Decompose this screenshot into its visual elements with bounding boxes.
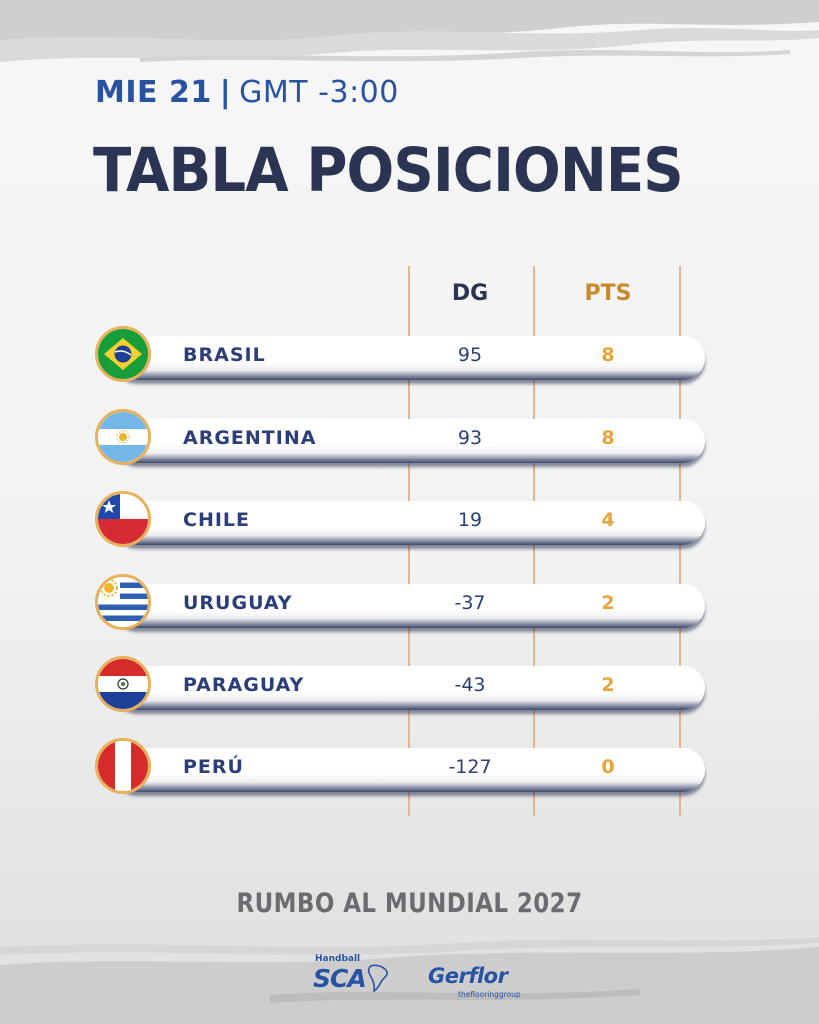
points: 8 — [601, 344, 615, 366]
goal-difference: -127 — [448, 756, 492, 778]
peru-flag-icon — [95, 738, 151, 794]
table-row: ARGENTINA 93 8 — [95, 409, 710, 469]
team-name: BRASIL — [183, 344, 266, 366]
gerflor-logo-subtext: theflooringgroup — [458, 990, 521, 999]
date-separator: | — [219, 74, 232, 110]
team-name: PERÚ — [183, 756, 244, 778]
column-header-pts: PTS — [584, 281, 632, 306]
brazil-flag-icon — [95, 326, 151, 382]
tagline: RUMBO AL MUNDIAL 2027 — [236, 888, 583, 919]
row-background — [115, 419, 705, 463]
table-row: BRASIL 95 8 — [95, 326, 710, 386]
table-row: PARAGUAY -43 2 — [95, 656, 710, 716]
row-background — [115, 336, 705, 380]
goal-difference: 19 — [457, 509, 483, 531]
brush-stroke-bottom — [0, 937, 819, 1024]
points: 4 — [601, 509, 615, 531]
date-day: MIE 21 — [95, 74, 212, 110]
points: 0 — [601, 756, 615, 778]
sca-logo-small-text: Handball — [315, 954, 361, 964]
column-header-dg: DG — [451, 281, 489, 306]
table-row: CHILE 19 4 — [95, 491, 710, 551]
south-america-icon — [367, 964, 388, 992]
brush-stroke-top — [0, 0, 819, 62]
goal-difference: 93 — [457, 427, 483, 449]
goal-difference: -37 — [454, 592, 486, 614]
goal-difference: -43 — [454, 674, 486, 696]
row-background — [115, 584, 705, 628]
paraguay-flag-icon — [95, 656, 151, 712]
gerflor-logo: Gerflor theflooringgroup — [428, 964, 528, 1004]
chile-flag-icon — [95, 491, 151, 547]
gerflor-logo-text: Gerflor — [428, 964, 508, 988]
team-name: URUGUAY — [183, 592, 293, 614]
table-row: PERÚ -127 0 — [95, 738, 710, 798]
points: 2 — [601, 674, 615, 696]
team-name: PARAGUAY — [183, 674, 305, 696]
row-background — [115, 501, 705, 545]
timezone: GMT -3:00 — [239, 74, 399, 110]
team-name: CHILE — [183, 509, 251, 531]
argentina-flag-icon — [95, 409, 151, 465]
sca-logo-text: SCA — [313, 964, 367, 993]
goal-difference: 95 — [457, 344, 483, 366]
uruguay-flag-icon — [95, 574, 151, 630]
table-row: URUGUAY -37 2 — [95, 574, 710, 634]
row-background — [115, 748, 705, 792]
points: 2 — [601, 592, 615, 614]
handball-sca-logo: Handball SCA — [313, 954, 393, 998]
page-title: TABLA POSICIONES — [93, 135, 684, 206]
date-line: MIE 21 | GMT -3:00 — [95, 72, 399, 112]
row-background — [115, 666, 705, 710]
points: 8 — [601, 427, 615, 449]
team-name: ARGENTINA — [183, 427, 317, 449]
